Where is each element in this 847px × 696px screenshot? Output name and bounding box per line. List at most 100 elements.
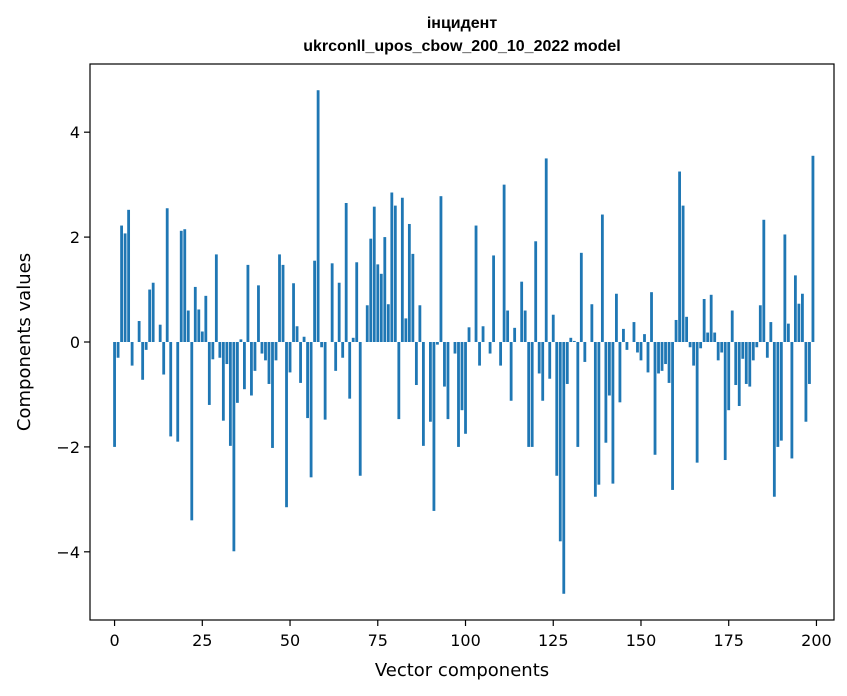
bar-148 [632,322,636,342]
bar-22 [190,342,194,521]
bar-42 [260,342,264,354]
bar-167 [699,342,703,349]
x-tick-label-125: 125 [538,631,569,650]
x-tick-label-200: 200 [801,631,832,650]
bar-21 [186,310,190,342]
x-tick-label-0: 0 [109,631,119,650]
bar-142 [611,342,615,484]
bar-190 [779,342,783,441]
bar-191 [783,234,787,342]
bar-85 [411,253,415,342]
bar-111 [502,184,506,342]
y-tick-label--4: −4 [56,543,80,562]
bar-73 [369,238,373,342]
bar-194 [793,275,797,342]
bar-163 [685,316,689,342]
bar-137 [593,342,597,497]
bar-139 [600,214,604,342]
bar-100 [464,342,467,434]
bar-20 [183,229,187,342]
bar-127 [558,342,562,542]
bar-198 [808,342,811,384]
chart-title-line-1: інцидент [427,15,498,32]
bar-9 [144,342,148,350]
bar-136 [590,304,594,342]
bar-119 [530,342,534,447]
bar-68 [351,337,355,342]
bar-130 [569,337,573,342]
bar-175 [727,342,731,411]
bar-117 [523,310,527,342]
bar-19 [179,230,183,342]
bar-103 [474,225,478,342]
bar-75 [376,264,380,342]
bar-123 [544,158,548,342]
bar-183 [755,342,759,348]
y-tick-label-2: 2 [70,228,80,247]
bar-180 [744,342,748,384]
x-tick-label-25: 25 [192,631,212,650]
bar-66 [344,203,348,342]
bar-188 [772,342,776,497]
bar-0 [113,342,116,447]
bar-91 [432,342,436,511]
bar-160 [674,319,678,342]
bar-171 [713,332,717,342]
bar-34 [232,342,236,552]
bar-178 [737,342,741,406]
bar-141 [607,342,611,396]
bar-128 [562,342,566,594]
chart-title-line-2: ukrconll_upos_cbow_200_10_2022 model [303,38,620,55]
bar-81 [397,342,401,420]
bar-31 [221,342,225,421]
bar-118 [527,342,531,447]
bar-105 [481,326,485,342]
bar-193 [790,342,794,459]
bar-152 [646,342,650,373]
bar-132 [576,342,580,447]
bar-44 [267,342,271,384]
bar-56 [309,342,313,478]
bar-107 [488,342,492,354]
bar-10 [148,289,152,342]
y-axis-label: Components values [14,253,35,431]
bar-78 [386,304,390,342]
bar-16 [169,342,173,437]
bar-185 [762,219,766,342]
bar-51 [292,283,295,342]
bars [113,90,815,594]
bar-177 [734,342,738,386]
bar-77 [383,237,387,342]
bar-182 [751,342,755,361]
bar-11 [151,282,155,342]
bar-33 [228,342,232,446]
bar-120 [534,241,538,342]
bar-60 [323,342,327,420]
bar-14 [162,342,166,375]
bar-158 [667,342,671,383]
bar-74 [372,206,376,342]
bar-113 [509,342,513,401]
bar-199 [811,155,815,342]
bar-159 [671,342,674,490]
bar-40 [253,342,257,371]
bar-174 [723,342,727,461]
bar-25 [200,331,204,342]
bar-4 [127,209,131,342]
bar-116 [520,281,524,342]
bar-99 [460,342,464,411]
bar-153 [650,292,653,342]
x-tick-label-75: 75 [368,631,388,650]
bar-3 [123,233,127,342]
bar-87 [418,305,422,342]
bar-165 [692,342,696,366]
bar-157 [664,342,667,365]
bar-196 [801,293,804,342]
bar-48 [281,264,285,342]
bar-187 [769,322,773,342]
bar-24 [197,309,201,342]
x-tick-label-50: 50 [280,631,300,650]
bar-149 [636,342,639,353]
bar-88 [421,342,425,446]
bar-43 [264,342,267,361]
